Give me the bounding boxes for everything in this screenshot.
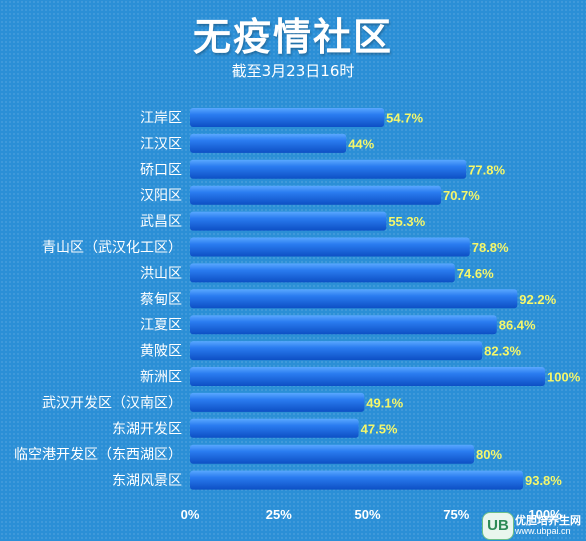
- value-label: 47.5%: [361, 421, 398, 436]
- category-label: 青山区（武汉化工区）: [42, 240, 182, 256]
- bar: [190, 315, 497, 335]
- bar: [190, 211, 387, 231]
- category-label: 江汉区: [140, 136, 182, 152]
- value-label: 82.3%: [484, 344, 521, 359]
- category-label: 汉阳区: [140, 188, 182, 204]
- bar: [190, 392, 365, 412]
- x-tick-label: 50%: [354, 507, 380, 522]
- category-label: 江岸区: [140, 111, 182, 127]
- category-label: 武汉开发区（汉南区）: [42, 395, 182, 411]
- watermark: UB 优胆培养生网 www.ubpai.cn: [482, 512, 582, 540]
- value-label: 80%: [476, 447, 502, 462]
- value-label: 92.2%: [519, 292, 556, 307]
- category-label: 临空港开发区（东西湖区）: [14, 447, 182, 463]
- category-label: 新洲区: [140, 370, 182, 386]
- value-label: 70.7%: [443, 188, 480, 203]
- category-label: 黄陂区: [140, 343, 182, 360]
- bar: [190, 108, 385, 127]
- value-label: 93.8%: [525, 473, 562, 488]
- category-label: 蔡甸区: [140, 292, 182, 308]
- value-label: 74.6%: [457, 266, 494, 281]
- value-label: 54.7%: [386, 111, 423, 126]
- bar: [190, 289, 518, 309]
- watermark-url: www.ubpai.cn: [515, 526, 571, 536]
- value-label: 78.8%: [472, 240, 509, 255]
- bar: [190, 444, 474, 464]
- chart-title: 无疫情社区: [192, 15, 393, 59]
- value-label: 86.4%: [499, 318, 536, 333]
- category-label: 东湖开发区: [112, 421, 182, 437]
- x-tick-label: 0%: [181, 507, 200, 522]
- watermark-name: 优胆培养生网: [515, 514, 581, 527]
- bar: [190, 367, 545, 386]
- bar: [190, 237, 470, 257]
- category-label: 硚口区: [140, 162, 182, 178]
- bar: [190, 263, 455, 283]
- bar: [190, 470, 523, 490]
- category-label: 江夏区: [140, 318, 182, 334]
- category-label: 东湖风景区: [112, 473, 182, 489]
- bar: [190, 159, 467, 179]
- value-label: 44%: [348, 136, 374, 151]
- watermark-logo-icon: UB: [482, 512, 514, 540]
- x-tick-label: 25%: [266, 507, 292, 522]
- x-tick-label: 100%: [528, 507, 562, 522]
- bar: [190, 133, 347, 153]
- value-label: 77.8%: [468, 162, 505, 177]
- bar: [190, 341, 483, 361]
- value-label: 100%: [547, 370, 581, 385]
- category-label: 洪山区: [140, 266, 182, 282]
- bar: [190, 418, 359, 438]
- chart-subtitle: 截至3月23日16时: [231, 62, 355, 80]
- bar: [190, 185, 441, 205]
- value-label: 55.3%: [388, 214, 425, 229]
- category-label: 武昌区: [140, 214, 182, 230]
- value-label: 49.1%: [366, 395, 403, 410]
- x-tick-label: 75%: [443, 507, 469, 522]
